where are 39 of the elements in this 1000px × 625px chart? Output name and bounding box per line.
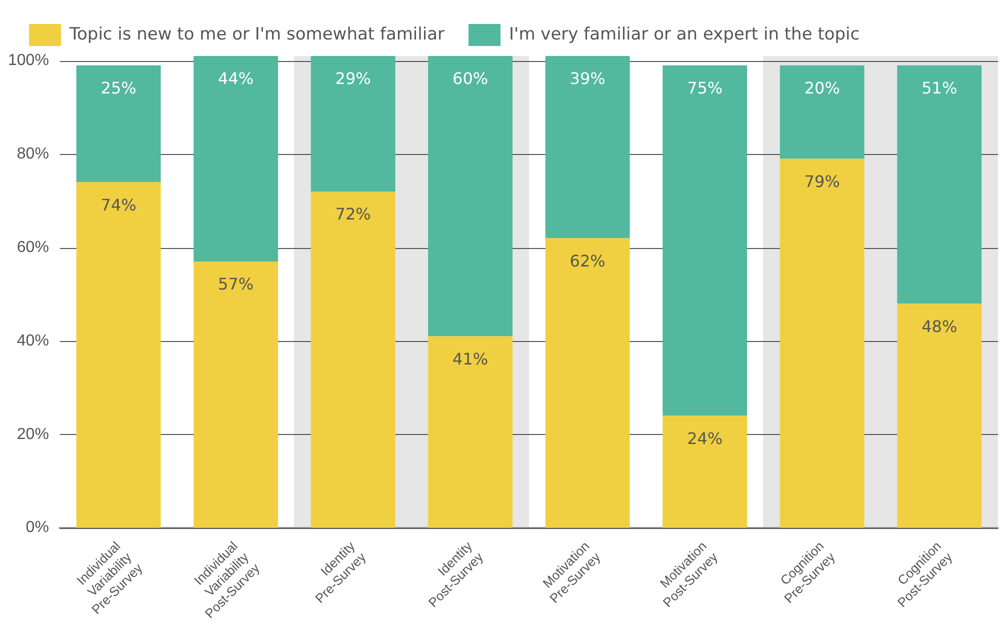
bar	[897, 65, 982, 304]
bar	[76, 182, 161, 528]
bar	[194, 56, 278, 262]
bar	[780, 65, 864, 159]
data-label: 75%	[687, 78, 723, 98]
data-label: 20%	[804, 78, 840, 98]
bar	[545, 56, 630, 238]
data-label: 51%	[922, 78, 958, 98]
data-label: 39%	[570, 69, 606, 88]
bar	[897, 304, 982, 528]
bar	[310, 191, 396, 528]
data-label: 62%	[570, 251, 606, 270]
data-label: 72%	[335, 204, 371, 224]
data-label: 57%	[218, 274, 254, 294]
data-label: 41%	[452, 349, 488, 368]
bar	[428, 336, 513, 528]
y-tick-label: 0%	[26, 519, 49, 536]
data-label: 25%	[100, 78, 136, 98]
y-tick-label: 40%	[16, 332, 49, 350]
bar	[310, 56, 396, 192]
bar	[76, 65, 161, 182]
data-label: 29%	[335, 69, 371, 88]
y-tick-label: 80%	[16, 146, 49, 163]
bar	[545, 238, 630, 528]
legend-label: Topic is new to me or I'm somewhat familiar	[68, 24, 445, 44]
bar	[662, 416, 748, 528]
data-label: 44%	[218, 69, 254, 88]
bar	[194, 262, 278, 528]
bar	[428, 56, 513, 336]
data-label: 74%	[100, 195, 136, 214]
legend-label: I'm very familiar or an expert in the topic	[509, 24, 860, 44]
y-tick-label: 100%	[8, 52, 49, 70]
data-label: 24%	[687, 428, 723, 448]
data-label: 79%	[804, 172, 840, 191]
data-label: 60%	[452, 69, 488, 88]
bar	[662, 65, 748, 416]
y-tick-label: 20%	[16, 426, 49, 443]
y-tick-label: 60%	[16, 238, 49, 256]
data-label: 48%	[922, 316, 958, 336]
